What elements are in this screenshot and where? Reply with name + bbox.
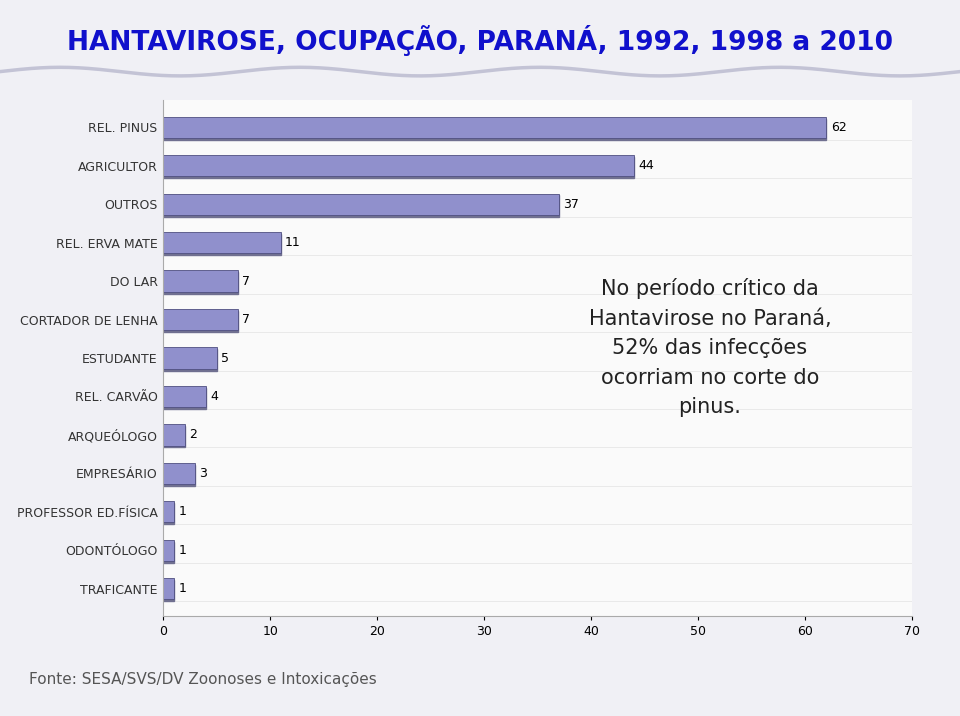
Bar — [163, 580, 174, 601]
Text: HANTAVIROSE, OCUPAÇÃO, PARANÁ, 1992, 1998 a 2010: HANTAVIROSE, OCUPAÇÃO, PARANÁ, 1992, 199… — [67, 25, 893, 56]
Bar — [163, 272, 238, 294]
Bar — [163, 349, 217, 370]
Text: No período crítico da
Hantavirose no Paraná,
52% das infecções
ocorriam no corte: No período crítico da Hantavirose no Par… — [588, 278, 831, 417]
Text: 1: 1 — [179, 544, 186, 557]
Text: 7: 7 — [242, 313, 251, 326]
Text: 44: 44 — [638, 159, 654, 172]
Bar — [163, 465, 195, 486]
Bar — [163, 234, 281, 255]
Bar — [163, 540, 174, 561]
Bar — [163, 155, 634, 176]
Bar — [163, 193, 559, 215]
Bar — [163, 347, 217, 369]
Bar — [163, 232, 281, 253]
Bar — [163, 271, 238, 291]
Bar — [163, 119, 827, 140]
Bar — [163, 117, 827, 137]
Bar — [163, 426, 184, 448]
Bar — [163, 195, 559, 217]
Bar — [163, 503, 174, 524]
Bar — [163, 157, 634, 178]
Text: 37: 37 — [564, 198, 579, 211]
Bar — [163, 425, 184, 445]
Bar — [163, 309, 238, 330]
Bar — [163, 501, 174, 523]
Text: 1: 1 — [179, 582, 186, 595]
Text: 2: 2 — [189, 428, 197, 442]
Text: 7: 7 — [242, 274, 251, 288]
Bar — [163, 542, 174, 563]
Text: 4: 4 — [210, 390, 218, 403]
Text: 62: 62 — [830, 121, 847, 134]
Bar — [163, 311, 238, 332]
Bar — [163, 388, 206, 409]
Text: 11: 11 — [285, 236, 300, 249]
Text: 1: 1 — [179, 505, 186, 518]
Text: 5: 5 — [221, 352, 229, 364]
Bar — [163, 579, 174, 599]
Text: 3: 3 — [200, 467, 207, 480]
Text: Fonte: SESA/SVS/DV Zoonoses e Intoxicações: Fonte: SESA/SVS/DV Zoonoses e Intoxicaçõ… — [29, 672, 376, 687]
Bar — [163, 386, 206, 407]
Bar — [163, 463, 195, 484]
